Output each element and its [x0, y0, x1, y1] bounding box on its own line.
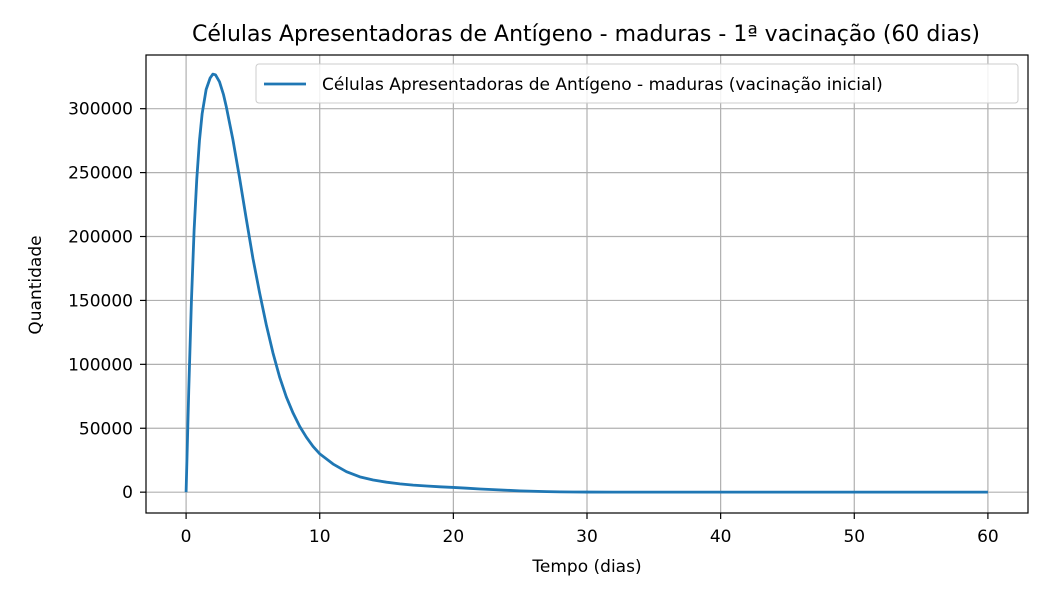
- y-tick-label: 250000: [68, 164, 133, 184]
- x-tick-label: 40: [710, 527, 732, 547]
- grid-lines: [146, 55, 1028, 513]
- x-tick-label: 60: [977, 527, 999, 547]
- y-tick-label: 0: [122, 483, 133, 503]
- legend-label: Células Apresentadoras de Antígeno - mad…: [322, 75, 883, 95]
- x-tick-label: 20: [443, 527, 465, 547]
- x-tick-label: 50: [843, 527, 865, 547]
- y-tick-label: 50000: [79, 419, 133, 439]
- y-tick-label: 300000: [68, 100, 133, 120]
- series-line: [184, 72, 988, 494]
- y-axis-label: Quantidade: [26, 235, 46, 334]
- x-tick-label: 30: [576, 527, 598, 547]
- y-tick-label: 100000: [68, 355, 133, 375]
- legend-box: [255, 63, 1019, 104]
- y-tick-label: 150000: [68, 291, 133, 311]
- chart-title: Células Apresentadoras de Antígeno - mad…: [192, 22, 980, 47]
- x-tick-label: 0: [181, 527, 192, 547]
- y-tick-label: 200000: [68, 228, 133, 248]
- x-axis-label: Tempo (dias): [531, 557, 641, 577]
- axis-ticks: 0 10 20 30 40 50 60 0 50000 100000 150000 200000 250…: [68, 100, 999, 547]
- legend: Células Apresentadoras de Antígeno - mad…: [255, 63, 1019, 104]
- x-tick-label: 10: [309, 527, 331, 547]
